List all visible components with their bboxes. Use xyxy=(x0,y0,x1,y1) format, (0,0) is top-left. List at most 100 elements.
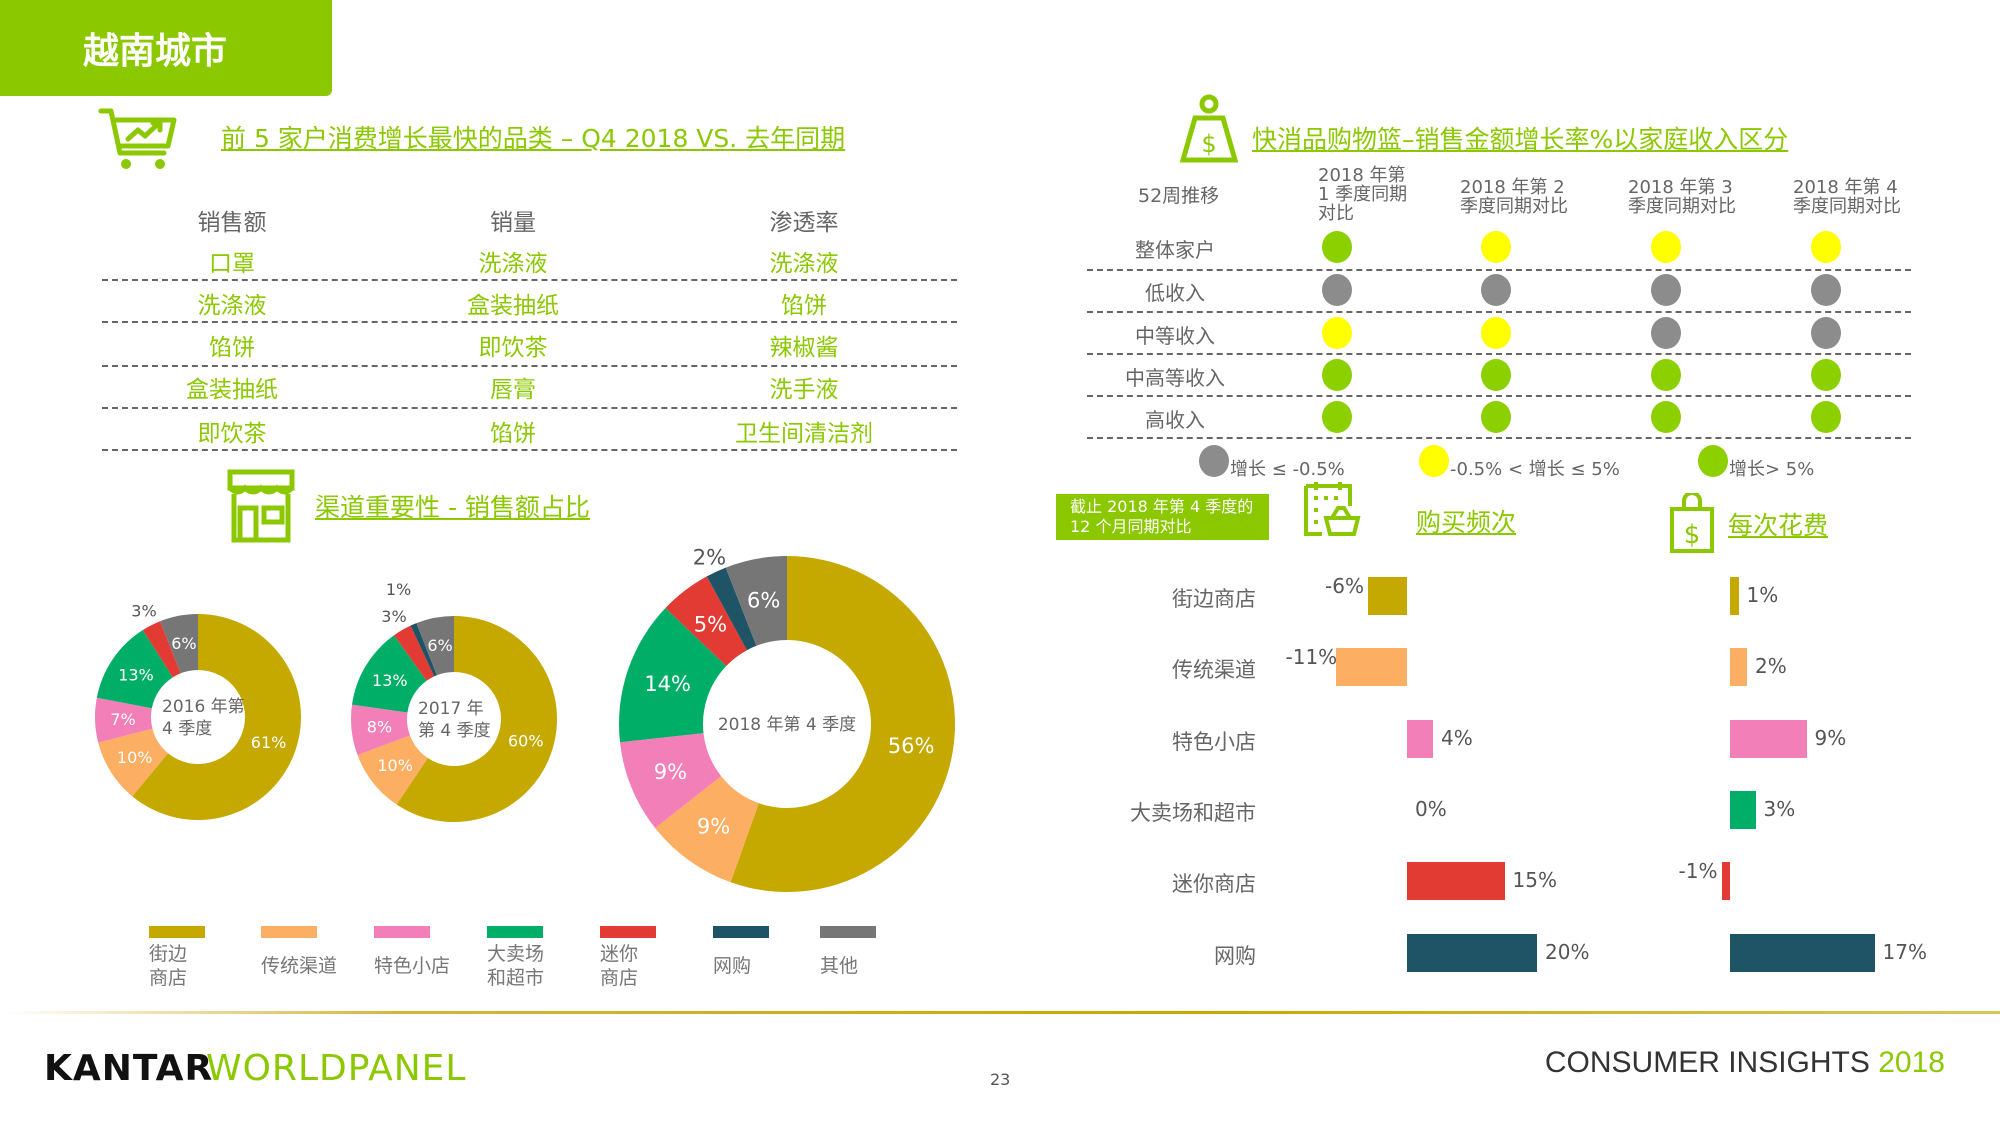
bar-value-label: -11% xyxy=(1285,645,1338,669)
page-title: 越南城市 xyxy=(83,31,228,72)
donut-chart: 60% 10% 8% 13% 3% 1% 6% 2017 年第 4 季度 xyxy=(351,580,558,822)
donut-center-label: 4 季度 xyxy=(162,719,212,739)
status-dot-green xyxy=(1811,359,1841,391)
donut-slice xyxy=(396,616,558,822)
row-label: 中等收入 xyxy=(1135,324,1215,348)
donut-slice xyxy=(725,556,787,646)
column-header-line: 2018 年第 4 xyxy=(1793,177,1898,198)
legend-label: 特色小店 xyxy=(374,954,450,978)
donut-center-label: 2017 年 xyxy=(418,699,484,719)
calendar-basket-icon xyxy=(1304,482,1361,536)
slice-label: 9% xyxy=(654,760,687,784)
status-dot-green xyxy=(1651,359,1681,391)
row-divider xyxy=(1087,311,1911,313)
donut-slice xyxy=(160,614,198,674)
column-header-line: 季度同期对比 xyxy=(1460,196,1568,217)
status-dot-yellow xyxy=(1481,231,1511,263)
kantar-worldpanel-logo: KANTAR WORLDPANEL xyxy=(44,1048,466,1088)
legend-dot-yellow xyxy=(1419,445,1449,477)
donut-center-label: 2018 年第 4 季度 xyxy=(718,715,856,735)
footer-divider xyxy=(0,1011,2000,1014)
bar-category-label: 特色小店 xyxy=(1172,730,1256,754)
basket-corner-label: 52周推移 xyxy=(1138,185,1220,207)
status-dot-green xyxy=(1481,359,1511,391)
column-header-line: 对比 xyxy=(1318,203,1354,224)
status-dot-green xyxy=(1322,401,1352,433)
basket-title: 快消品购物篮–销售金额增长率%以家庭收入区分 xyxy=(1252,125,1789,154)
legend-label: -0.5% < 增长 ≤ 5% xyxy=(1450,459,1620,480)
bar-value-label: 15% xyxy=(1512,868,1557,892)
header-tab: 越南城市 xyxy=(0,0,332,96)
donut-slice xyxy=(132,614,301,820)
table-cell: 洗涤液 xyxy=(769,251,839,277)
row-divider xyxy=(1087,395,1911,397)
bar-value-label: 4% xyxy=(1441,726,1473,750)
legend-dot-green xyxy=(1698,445,1728,477)
slice-label: 56% xyxy=(888,734,935,758)
bar xyxy=(1335,648,1407,686)
status-dot-green xyxy=(1322,231,1352,263)
legend-label: 网购 xyxy=(713,954,751,978)
svg-text:KANTAR: KANTAR xyxy=(44,1048,213,1088)
column-header: 2018 年第 1 季度同期 对比 xyxy=(1318,166,1407,223)
status-dot-yellow xyxy=(1651,231,1681,263)
legend-swatch xyxy=(487,926,543,938)
legend-label-line: 传统渠道 xyxy=(261,955,338,977)
legend-swatch xyxy=(374,926,430,938)
donut-slice xyxy=(357,735,428,805)
bar xyxy=(1730,577,1739,615)
slice-label: 9% xyxy=(697,815,730,839)
bar-value-label: 17% xyxy=(1882,940,1927,964)
table-cell: 卫生间清洁剂 xyxy=(735,421,873,447)
table-cell: 馅饼 xyxy=(209,335,255,361)
column-header-line: 1 季度同期 xyxy=(1318,184,1408,205)
bar xyxy=(1368,577,1407,615)
donut-chart: 56% 9% 9% 14% 5% 2% 6% 2018 年第 4 季度 xyxy=(618,546,956,892)
legend-swatch xyxy=(149,926,205,938)
table-cell: 唇膏 xyxy=(490,377,536,403)
legend-label-line: 商店 xyxy=(600,967,639,989)
column-header: 销售额 xyxy=(197,210,267,236)
status-dot-gray xyxy=(1651,274,1681,306)
status-dot-green xyxy=(1481,401,1511,433)
legend-swatch xyxy=(261,926,317,938)
donut-slice xyxy=(95,697,153,743)
column-header-line: 2018 年第 3 xyxy=(1628,177,1733,198)
row-divider xyxy=(102,279,957,281)
bar xyxy=(1407,720,1433,758)
slice-label: 7% xyxy=(110,710,135,729)
slice-label: 60% xyxy=(508,731,544,750)
table-cell: 盒装抽纸 xyxy=(186,377,278,403)
donut-slice xyxy=(142,621,181,678)
row-divider xyxy=(1087,353,1911,355)
status-dot-yellow xyxy=(1811,231,1841,263)
status-dot-yellow xyxy=(1322,317,1352,349)
slice-label: 6% xyxy=(747,589,780,613)
table-cell: 洗手液 xyxy=(769,377,839,403)
svg-text:$: $ xyxy=(1201,130,1216,158)
donut-slice xyxy=(706,567,757,651)
bar-value-label: 9% xyxy=(1814,726,1847,750)
status-dot-green xyxy=(1651,401,1681,433)
top-categories-title: 前 5 家户消费增长最快的品类 – Q4 2018 VS. 去年同期 xyxy=(221,124,846,153)
bar-value-label: -1% xyxy=(1678,859,1718,883)
slice-label: 8% xyxy=(367,718,392,737)
bar xyxy=(1730,934,1875,972)
slice-label: 5% xyxy=(694,612,727,636)
slice-label: 10% xyxy=(117,748,153,767)
row-label: 中高等收入 xyxy=(1125,366,1225,390)
column-header: 2018 年第 4 季度同期对比 xyxy=(1793,178,1901,216)
period-box: 截止 2018 年第 4 季度的 12 个月同期对比 xyxy=(1056,494,1269,540)
store-icon xyxy=(227,469,295,543)
donut-slice xyxy=(730,556,956,892)
slice-label: 6% xyxy=(427,636,452,655)
status-dot-gray xyxy=(1651,317,1681,349)
legend-label: 其他 xyxy=(820,954,858,978)
legend-label: 迷你 商店 xyxy=(600,942,638,990)
period-line-1: 截止 2018 年第 4 季度的 xyxy=(1070,497,1254,516)
donut-slice xyxy=(416,616,454,676)
column-header: 销量 xyxy=(490,210,536,236)
donut-slice xyxy=(352,635,427,713)
footer-year: 2018 xyxy=(1878,1046,1945,1079)
donut-slice xyxy=(351,704,410,756)
